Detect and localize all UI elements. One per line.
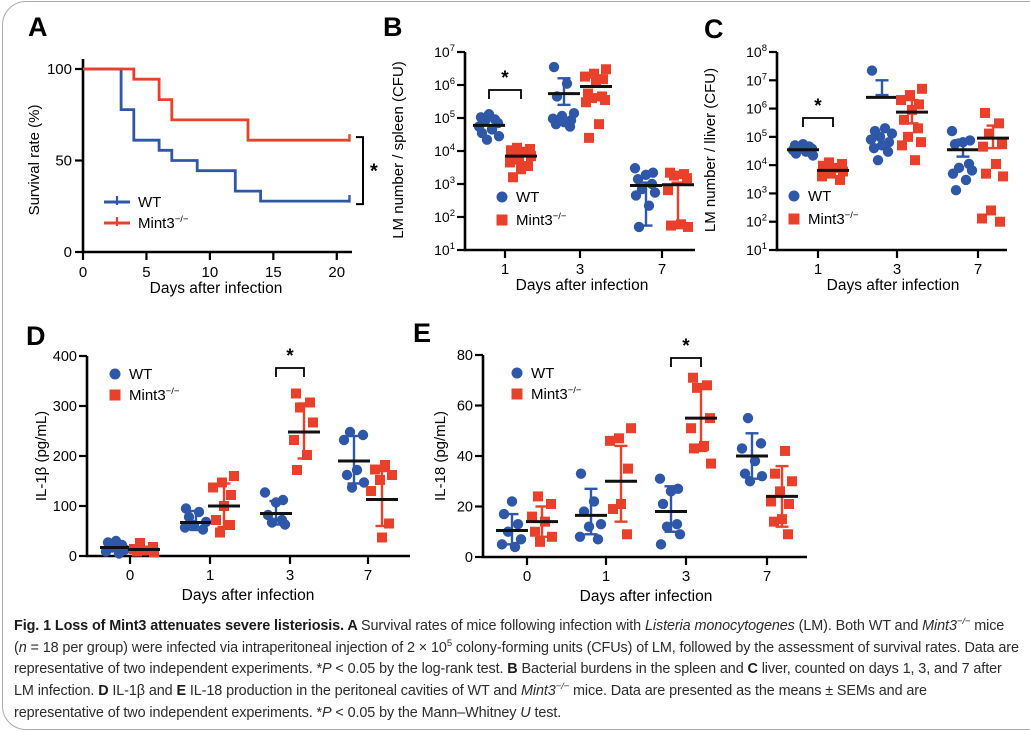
panel-d-scatter-chart: 0 100 200 300 400 0 1 3 7 * WT Mint3−/− D Days after … [26, 321, 410, 604]
svg-text:3: 3 [576, 261, 584, 278]
panel-e-scatter-chart: 0 20 40 60 80 0 1 3 7 * WT Mint3−/− E Days after infe… [413, 318, 807, 605]
svg-text:3: 3 [682, 568, 690, 585]
svg-text:100: 100 [47, 61, 72, 78]
svg-text:LM number / spleen (CFU): LM number / spleen (CFU) [390, 61, 407, 239]
svg-text:105: 105 [434, 109, 455, 126]
svg-text:7: 7 [658, 261, 666, 278]
svg-text:*: * [501, 68, 509, 89]
svg-text:IL-18 (pg/mL): IL-18 (pg/mL) [432, 411, 449, 501]
svg-text:1: 1 [206, 567, 214, 584]
svg-text:0: 0 [79, 264, 87, 281]
svg-text:Mint3−/−: Mint3−/− [516, 211, 567, 229]
svg-text:104: 104 [434, 142, 455, 159]
svg-text:Days after infection: Days after infection [516, 277, 649, 294]
svg-text:50: 50 [55, 153, 72, 170]
svg-text:WT: WT [516, 189, 539, 206]
svg-text:B: B [383, 12, 403, 42]
svg-text:3: 3 [893, 261, 901, 278]
svg-text:101: 101 [434, 241, 455, 258]
svg-text:102: 102 [746, 213, 767, 230]
svg-text:Survival rate (%): Survival rate (%) [26, 105, 43, 216]
figure-caption: Fig. 1 Loss of Mint3 attenuates severe l… [14, 616, 1019, 721]
svg-text:7: 7 [974, 261, 982, 278]
svg-text:Mint3−/−: Mint3−/− [531, 385, 582, 403]
svg-text:40: 40 [457, 449, 473, 465]
svg-text:0: 0 [465, 550, 473, 566]
svg-text:*: * [682, 336, 690, 357]
svg-text:7: 7 [364, 567, 372, 584]
svg-text:20: 20 [328, 264, 345, 281]
svg-text:1: 1 [501, 261, 509, 278]
svg-text:E: E [413, 318, 431, 348]
svg-text:WT: WT [808, 188, 831, 205]
svg-text:0: 0 [69, 549, 77, 565]
svg-text:Mint3−/−: Mint3−/− [138, 214, 189, 232]
svg-text:0: 0 [523, 568, 531, 585]
svg-text:101: 101 [746, 241, 767, 258]
svg-text:400: 400 [53, 349, 77, 365]
svg-text:LM number / lliver (CFU): LM number / lliver (CFU) [702, 68, 719, 232]
svg-text:Days after infection: Days after infection [827, 277, 960, 294]
svg-text:WT: WT [129, 366, 152, 383]
svg-text:*: * [286, 346, 294, 367]
svg-text:Days after infection: Days after infection [182, 587, 315, 604]
svg-text:WT: WT [138, 194, 161, 211]
svg-text:10: 10 [202, 264, 219, 281]
svg-text:107: 107 [434, 43, 455, 60]
svg-text:15: 15 [265, 264, 282, 281]
svg-text:106: 106 [434, 76, 455, 93]
svg-text:300: 300 [53, 399, 77, 415]
svg-text:106: 106 [746, 100, 767, 117]
svg-text:5: 5 [142, 264, 150, 281]
svg-text:1: 1 [602, 568, 610, 585]
svg-text:100: 100 [53, 499, 77, 515]
svg-text:Mint3−/−: Mint3−/− [808, 210, 859, 228]
svg-text:0: 0 [126, 567, 134, 584]
svg-text:0: 0 [64, 244, 72, 261]
svg-text:WT: WT [531, 365, 554, 382]
panel-a-survival-chart: 0 50 100 0 5 10 15 20 WT Mint3−/− * A Days after inf… [26, 12, 378, 297]
svg-text:Days after infection: Days after infection [150, 280, 283, 297]
svg-text:200: 200 [53, 449, 77, 465]
svg-text:60: 60 [457, 399, 473, 415]
svg-text:A: A [28, 12, 48, 42]
svg-text:7: 7 [763, 568, 771, 585]
svg-text:Mint3−/−: Mint3−/− [129, 386, 180, 404]
svg-text:108: 108 [746, 43, 767, 60]
svg-text:20: 20 [457, 500, 473, 516]
svg-text:*: * [814, 96, 822, 117]
svg-text:1: 1 [814, 261, 822, 278]
svg-text:80: 80 [457, 348, 473, 364]
svg-text:D: D [26, 321, 46, 351]
svg-text:Days after infection: Days after infection [580, 588, 713, 605]
svg-text:103: 103 [746, 184, 767, 201]
svg-text:3: 3 [286, 567, 294, 584]
svg-text:IL-1β (pg/mL): IL-1β (pg/mL) [33, 411, 50, 501]
svg-text:C: C [704, 14, 724, 44]
svg-text:*: * [370, 161, 378, 183]
panel-c-scatter-chart: 101 102 103 104 105 106 107 108 1 3 7 * WT Mint3−/− C D… [702, 14, 1009, 294]
svg-text:105: 105 [746, 128, 767, 145]
svg-text:102: 102 [434, 208, 455, 225]
svg-text:107: 107 [746, 71, 767, 88]
panel-b-scatter-chart: 101 102 103 104 105 106 107 1 3 7 * WT Mint3−/− B Days… [383, 12, 695, 294]
svg-text:104: 104 [746, 156, 767, 173]
svg-text:103: 103 [434, 175, 455, 192]
